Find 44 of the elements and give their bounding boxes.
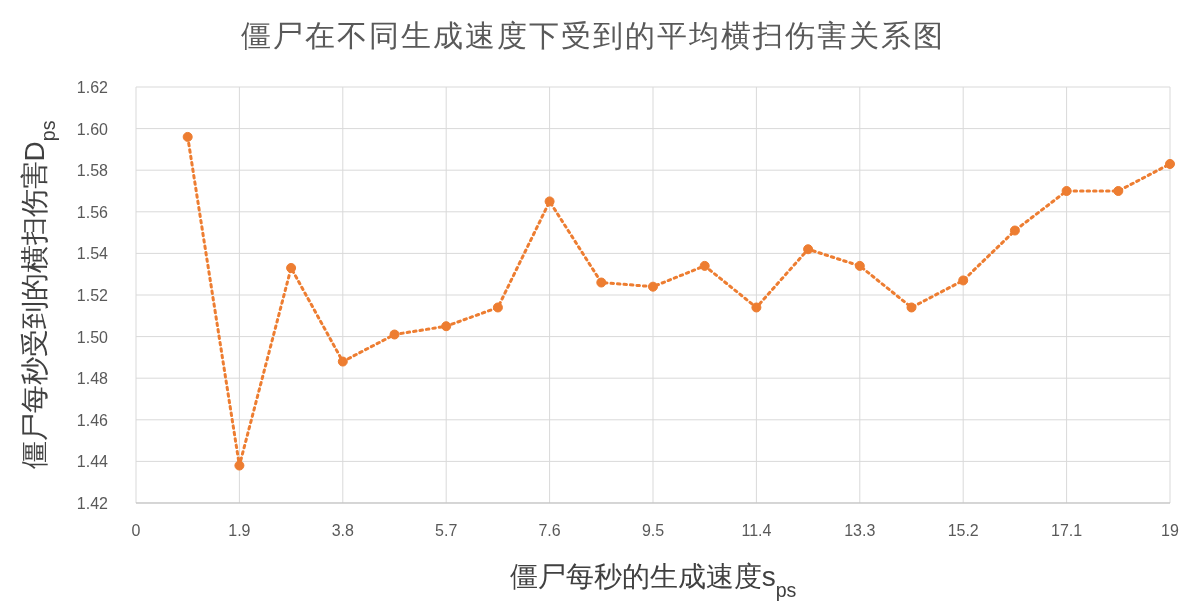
chart-title: 僵尸在不同生成速度下受到的平均横扫伤害关系图 [241,19,945,52]
x-tick-label: 0 [131,522,141,539]
point [751,302,762,313]
x-axis-title: 僵尸每秒的生成速度s$_{ps}$ [509,561,797,601]
point [337,356,348,367]
point [234,460,245,471]
y-tick-label: 1.56 [76,203,109,221]
y-tick-label: 1.42 [76,495,109,512]
y-tick-label: 1.58 [76,162,109,180]
point [389,329,400,340]
point [906,302,917,313]
y-tick-label: 1.50 [76,328,109,346]
x-tick-label: 3.8 [331,522,355,539]
x-tick-label: 9.5 [641,522,665,539]
point [854,260,865,271]
point [441,321,452,332]
point [286,262,297,273]
x-tick-label: 7.6 [538,522,561,539]
y-tick-label: 1.54 [76,245,109,263]
point [182,131,193,142]
y-tick-label: 1.46 [76,411,109,429]
y-tick-label: 1.62 [76,79,109,96]
point [596,277,607,288]
y-tick-label: 1.48 [76,370,109,388]
point [648,281,658,292]
y-tick-label: 1.52 [76,287,109,304]
x-tick-label: 19 [1161,522,1179,539]
point [958,275,969,286]
x-tick-label: 17.1 [1051,522,1083,539]
y-tick-label: 1.60 [76,120,109,138]
point [803,244,814,255]
x-tick-label: 13.3 [844,522,876,539]
point [492,302,503,313]
x-tick-label: 15.2 [947,522,979,539]
y-tick-label: 1.44 [76,453,109,471]
x-tick-label: 5.7 [435,522,458,539]
point [544,196,555,207]
point [1061,186,1072,196]
point [1113,186,1124,196]
x-tick-label: 11.4 [741,522,772,539]
point [1165,158,1175,169]
x-tick-label: 1.9 [228,522,251,539]
point [699,260,710,271]
point [1009,225,1020,236]
